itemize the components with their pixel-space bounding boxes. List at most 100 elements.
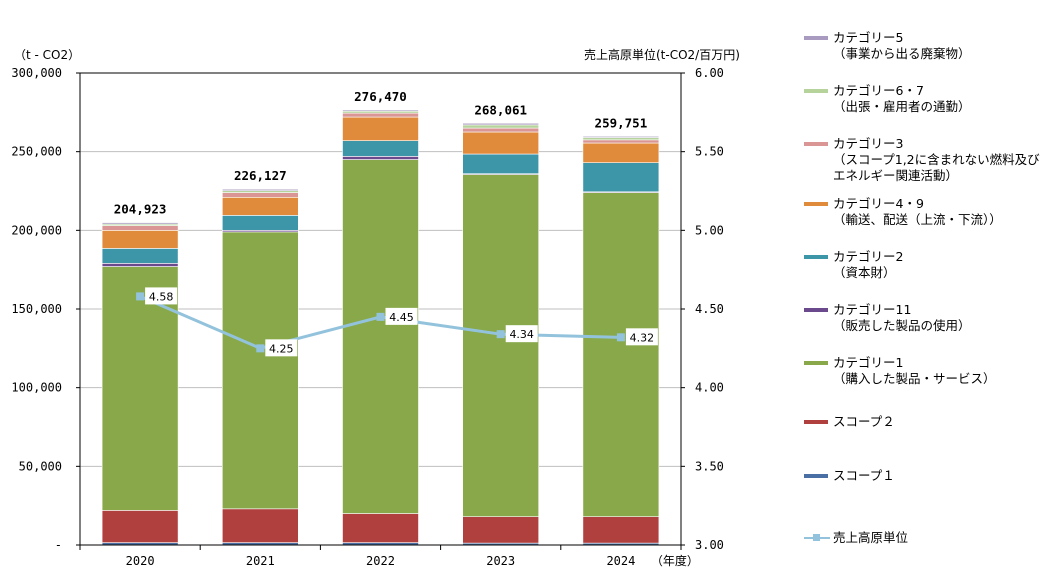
legend-swatch — [804, 36, 828, 40]
axes — [76, 72, 685, 550]
intensity-label: 4.32 — [630, 331, 655, 344]
bar-segment-2021-s2 — [222, 508, 299, 543]
legend-swatch — [804, 202, 828, 206]
left-axis-unit: （t - CO2） — [14, 48, 80, 62]
legend-swatch — [804, 308, 828, 312]
chart-area: （t - CO2） 売上高原単位(t-CO2/百万円) 4.58 4.25 4.45… — [11, 47, 740, 568]
bar-segment-2020-s7 — [101, 225, 179, 231]
bar-segment-2024-s7 — [582, 139, 660, 144]
left-tick-label: 50,000 — [19, 459, 62, 473]
bar-segment-2020-s2 — [101, 510, 179, 543]
x-tick-label: 2020 — [126, 554, 155, 568]
legend-label: カテゴリー2 （資本財） — [833, 249, 904, 280]
x-tick-label: 2023 — [486, 554, 515, 568]
bar-total-label: 276,470 — [354, 89, 407, 104]
legend-swatch — [804, 89, 828, 93]
legend-swatch — [804, 474, 828, 478]
x-tick-label: 2022 — [366, 554, 395, 568]
intensity-label-bg — [145, 287, 178, 305]
legend-swatch — [804, 142, 828, 146]
bar-segment-2024-s6 — [582, 142, 660, 163]
bar-segment-2021-s9 — [222, 188, 299, 191]
bar-segment-2023-s9 — [462, 122, 540, 126]
bar-segment-2021-s5 — [222, 215, 299, 231]
bar-segment-2023-s5 — [462, 153, 540, 174]
intensity-line: 4.58 4.25 4.45 4.34 4.32 — [136, 287, 658, 357]
bar-total-label: 268,061 — [474, 102, 527, 117]
left-tick-label: 150,000 — [11, 302, 62, 316]
intensity-marker — [496, 330, 505, 339]
intensity-marker — [376, 312, 385, 321]
legend-label: カテゴリー5 （事業から出る廃棄物） — [833, 30, 971, 61]
bar-segment-2023-s6 — [462, 131, 540, 155]
intensity-label-bg — [385, 307, 418, 325]
intensity-label: 4.58 — [149, 290, 174, 303]
stacked-bars — [101, 109, 660, 546]
legend-label: スコープ１ — [833, 468, 895, 483]
x-tick-label: 2024 — [606, 554, 635, 568]
bar-segment-2023-s7 — [462, 127, 540, 133]
bar-segment-2023-s8 — [462, 124, 540, 129]
bar-segment-2020-s6 — [101, 230, 179, 249]
left-tick-label: 100,000 — [11, 381, 62, 395]
x-tick-label: 2021 — [246, 554, 275, 568]
right-tick-label: 3.00 — [695, 538, 724, 552]
bar-segment-2021-s3 — [222, 231, 299, 510]
bar-segment-2020-s4 — [101, 263, 179, 267]
bar-segment-2021-s6 — [222, 196, 299, 216]
x-axis-unit: （年度） — [651, 553, 699, 568]
bar-segment-2022-s7 — [342, 112, 419, 118]
intensity-label-bg — [505, 325, 538, 343]
bar-segment-2022-s6 — [342, 116, 419, 141]
legend-label: 売上高原単位 — [833, 530, 909, 545]
left-tick-label: 300,000 — [11, 66, 62, 80]
left-tick-label: - — [55, 538, 62, 552]
intensity-label: 4.25 — [269, 342, 294, 355]
intensity-label-bg — [625, 328, 658, 346]
bar-segment-2023-s2 — [462, 516, 540, 544]
intensity-label: 4.34 — [509, 328, 534, 341]
right-tick-label: 4.50 — [695, 302, 724, 316]
bar-total-label: 259,751 — [595, 115, 648, 130]
labels: - 3.00 50,000 3.50 100,000 4.00 150,000 4.50 200… — [11, 66, 723, 568]
intensity-label-bg — [265, 339, 298, 357]
bar-segment-2020-s9 — [101, 222, 179, 225]
intensity-marker — [256, 344, 265, 353]
right-tick-label: 3.50 — [695, 459, 724, 473]
legend-swatch — [804, 420, 828, 424]
right-tick-label: 5.50 — [695, 145, 724, 159]
bar-segment-2024-s9 — [582, 136, 660, 138]
legend-label: カテゴリー11 （販売した製品の使用） — [833, 302, 971, 333]
bar-segment-2024-s2 — [582, 516, 660, 544]
intensity-marker — [616, 333, 625, 342]
intensity-label: 4.45 — [389, 311, 414, 324]
right-tick-label: 4.00 — [695, 381, 724, 395]
bar-total-label: 226,127 — [234, 168, 287, 183]
intensity-marker — [136, 292, 145, 301]
right-tick-label: 6.00 — [695, 66, 724, 80]
legend-label: カテゴリー1 （購入した製品・サービス） — [833, 355, 996, 386]
bar-segment-2024-s3 — [582, 192, 660, 517]
bar-segment-2024-s8 — [582, 137, 660, 141]
left-tick-label: 250,000 — [11, 145, 62, 159]
bar-segment-2022-s4 — [342, 156, 419, 160]
bar-segment-2022-s2 — [342, 513, 419, 543]
bar-segment-2021-s7 — [222, 192, 299, 198]
bar-segment-2023-s3 — [462, 174, 540, 517]
left-tick-label: 200,000 — [11, 223, 62, 237]
legend-swatch — [804, 255, 828, 259]
bar-segment-2022-s5 — [342, 140, 419, 157]
right-tick-label: 5.00 — [695, 223, 724, 237]
bar-segment-2022-s3 — [342, 159, 419, 514]
legend-label: カテゴリー6・7 （出張・雇用者の通勤） — [833, 83, 971, 114]
bar-total-label: 204,923 — [114, 202, 167, 217]
bar-segment-2020-s5 — [101, 248, 179, 264]
legend-label: カテゴリー3 （スコープ1,2に含まれない燃料及び エネルギー関連活動） — [833, 136, 1040, 183]
legend-label: カテゴリー4・9 （輸送、配送（上流・下流）） — [833, 196, 1002, 227]
right-axis-unit: 売上高原単位(t-CO2/百万円) — [584, 47, 740, 62]
bar-segment-2024-s5 — [582, 162, 660, 193]
legend-swatch — [804, 361, 828, 365]
legend-label: スコープ２ — [833, 414, 895, 429]
bar-segment-2022-s9 — [342, 109, 419, 112]
legend-line-marker — [813, 534, 820, 541]
